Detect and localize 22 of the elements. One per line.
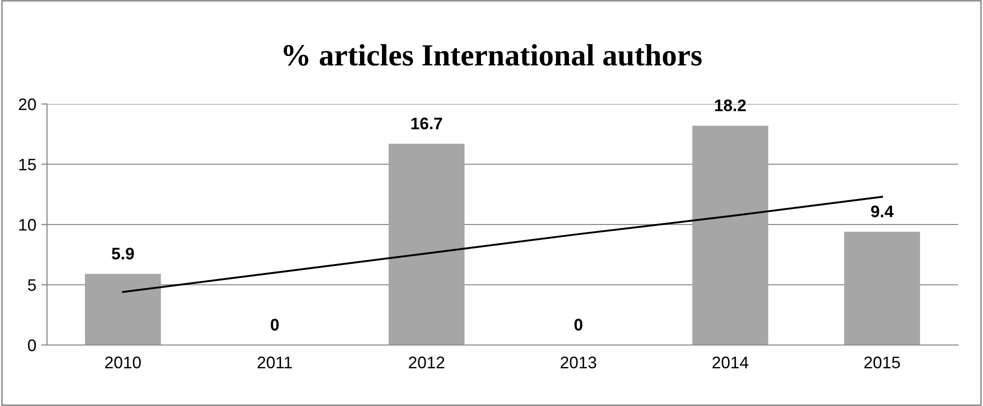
y-tick-label: 0 (28, 339, 36, 352)
y-tick-label: 20 (18, 98, 36, 110)
bar (84, 274, 161, 345)
data-label: 18.2 (715, 99, 746, 112)
x-tick-label: 2012 (408, 356, 444, 368)
data-label: 9.4 (871, 206, 894, 218)
data-label: 0 (270, 318, 279, 331)
x-tick-label: 2014 (712, 356, 748, 368)
data-label: 0 (574, 318, 582, 331)
y-tick-label: 10 (19, 218, 36, 231)
x-tick-label: 2010 (105, 356, 141, 368)
y-tick-label: 5 (28, 279, 36, 291)
bar (388, 144, 465, 345)
bar (844, 232, 920, 345)
x-tick-label: 2013 (560, 356, 596, 368)
x-tick-label: 2015 (864, 356, 900, 368)
chart-title: % articles International authors (284, 44, 702, 66)
bar (692, 126, 768, 345)
x-tick-label: 2011 (258, 356, 292, 368)
y-tick-label: 15 (19, 158, 36, 170)
data-label: 16.7 (411, 118, 442, 130)
data-label: 5.9 (112, 248, 134, 260)
